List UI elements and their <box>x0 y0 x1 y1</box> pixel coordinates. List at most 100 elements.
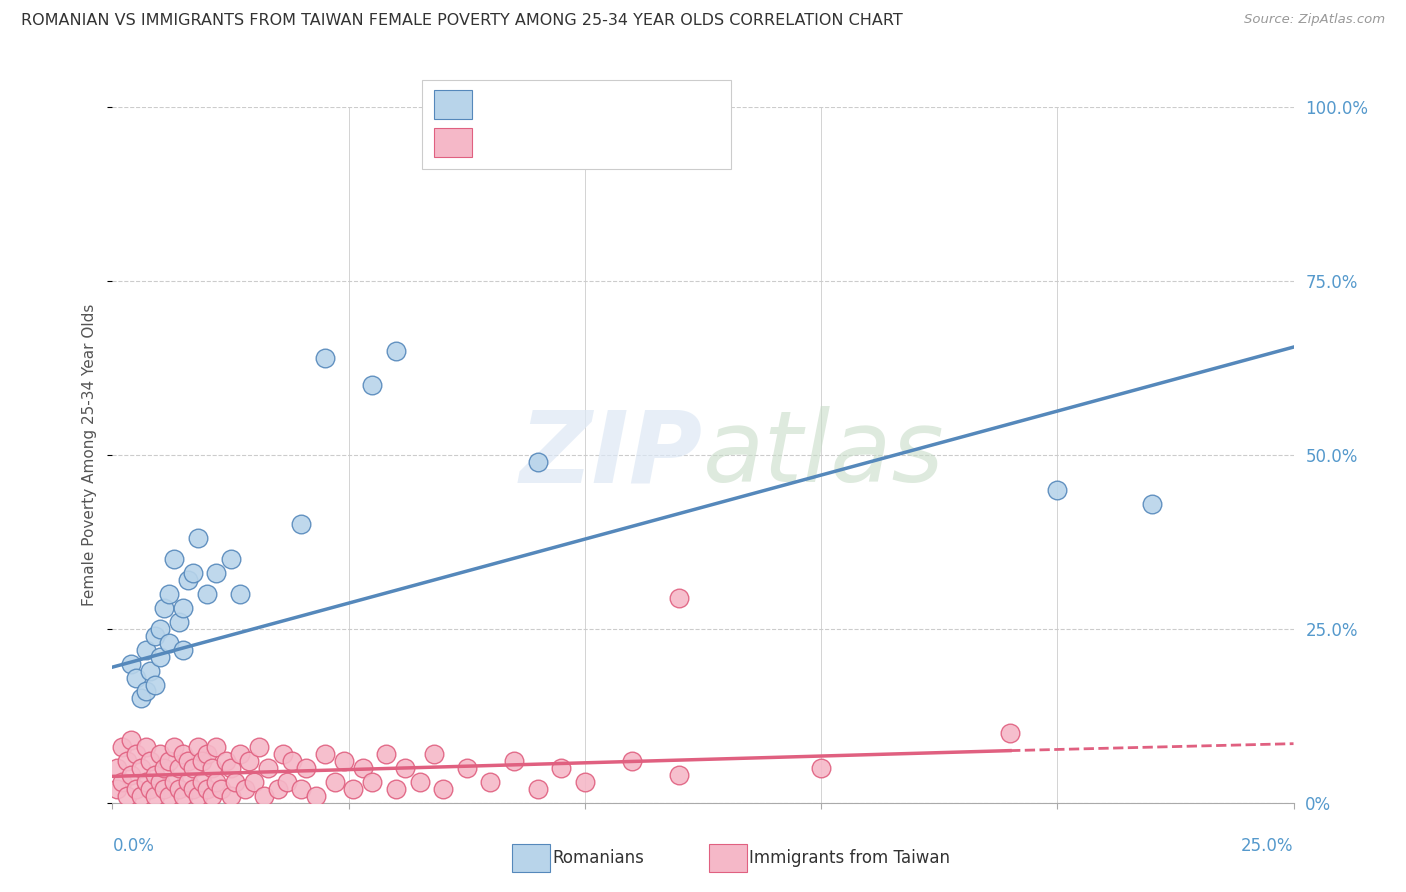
Point <box>115 754 138 768</box>
Point <box>290 517 312 532</box>
Point <box>149 649 172 664</box>
Point <box>550 761 572 775</box>
Point <box>149 747 172 761</box>
Point <box>125 781 148 796</box>
Point <box>191 775 214 789</box>
Point <box>295 761 318 775</box>
Text: ZIP: ZIP <box>520 407 703 503</box>
Point <box>167 761 190 775</box>
Text: N =: N = <box>592 95 628 113</box>
Point <box>149 775 172 789</box>
Point <box>120 768 142 782</box>
Point <box>163 552 186 566</box>
Point <box>167 615 190 629</box>
Point <box>314 747 336 761</box>
Text: Immigrants from Taiwan: Immigrants from Taiwan <box>749 849 950 867</box>
Point <box>129 761 152 775</box>
Point <box>219 761 242 775</box>
Point <box>129 789 152 803</box>
Point <box>267 781 290 796</box>
Point <box>229 587 252 601</box>
Point <box>135 775 157 789</box>
Point <box>143 629 166 643</box>
Point <box>621 754 644 768</box>
Text: N =: N = <box>592 134 628 152</box>
Text: R =: R = <box>482 134 519 152</box>
Point <box>181 781 204 796</box>
Point <box>172 601 194 615</box>
Point <box>120 733 142 747</box>
Point <box>157 587 180 601</box>
Point <box>276 775 298 789</box>
Point <box>375 747 398 761</box>
Text: R =: R = <box>482 95 519 113</box>
Point <box>233 781 256 796</box>
Point <box>219 552 242 566</box>
Point <box>219 789 242 803</box>
Point <box>257 761 280 775</box>
Point <box>195 587 218 601</box>
Text: 85: 85 <box>634 134 657 152</box>
Point <box>209 781 232 796</box>
Point <box>503 754 526 768</box>
Point <box>323 775 346 789</box>
Text: ROMANIAN VS IMMIGRANTS FROM TAIWAN FEMALE POVERTY AMONG 25-34 YEAR OLDS CORRELAT: ROMANIAN VS IMMIGRANTS FROM TAIWAN FEMAL… <box>21 13 903 29</box>
Point <box>271 747 294 761</box>
Point <box>238 754 260 768</box>
Text: 0.0%: 0.0% <box>112 837 155 855</box>
Point <box>177 754 200 768</box>
Point <box>105 781 128 796</box>
Point <box>361 775 384 789</box>
Point <box>205 775 228 789</box>
Point <box>115 789 138 803</box>
Text: Source: ZipAtlas.com: Source: ZipAtlas.com <box>1244 13 1385 27</box>
Point <box>186 789 208 803</box>
Point <box>135 684 157 698</box>
Text: 0.110: 0.110 <box>524 134 576 152</box>
Point <box>290 781 312 796</box>
Point <box>1046 483 1069 497</box>
Point <box>205 740 228 755</box>
Point <box>143 768 166 782</box>
Point <box>135 642 157 657</box>
Text: Romanians: Romanians <box>553 849 644 867</box>
Point <box>526 455 548 469</box>
Point <box>408 775 430 789</box>
Point <box>432 781 454 796</box>
Point <box>253 789 276 803</box>
Point <box>195 781 218 796</box>
Point <box>139 664 162 678</box>
Point <box>385 781 408 796</box>
Point <box>394 761 416 775</box>
Point <box>143 677 166 691</box>
Point <box>120 657 142 671</box>
Point <box>125 747 148 761</box>
Point <box>149 622 172 636</box>
Point <box>361 378 384 392</box>
Point <box>135 740 157 755</box>
Point <box>172 789 194 803</box>
Point <box>224 775 246 789</box>
Point <box>163 775 186 789</box>
Text: 0.429: 0.429 <box>524 95 578 113</box>
Point <box>205 566 228 581</box>
Point <box>422 747 444 761</box>
Point <box>153 761 176 775</box>
Point <box>479 775 502 789</box>
Text: 31: 31 <box>634 95 657 113</box>
Point <box>243 775 266 789</box>
Point <box>201 789 224 803</box>
Point <box>139 754 162 768</box>
Point <box>314 351 336 365</box>
Point <box>177 573 200 587</box>
Point <box>181 761 204 775</box>
Point <box>195 747 218 761</box>
Point <box>352 761 374 775</box>
Point <box>526 781 548 796</box>
Point <box>456 761 478 775</box>
Text: atlas: atlas <box>703 407 945 503</box>
Point <box>157 636 180 650</box>
Point <box>105 761 128 775</box>
Point <box>342 781 364 796</box>
Point <box>998 726 1021 740</box>
